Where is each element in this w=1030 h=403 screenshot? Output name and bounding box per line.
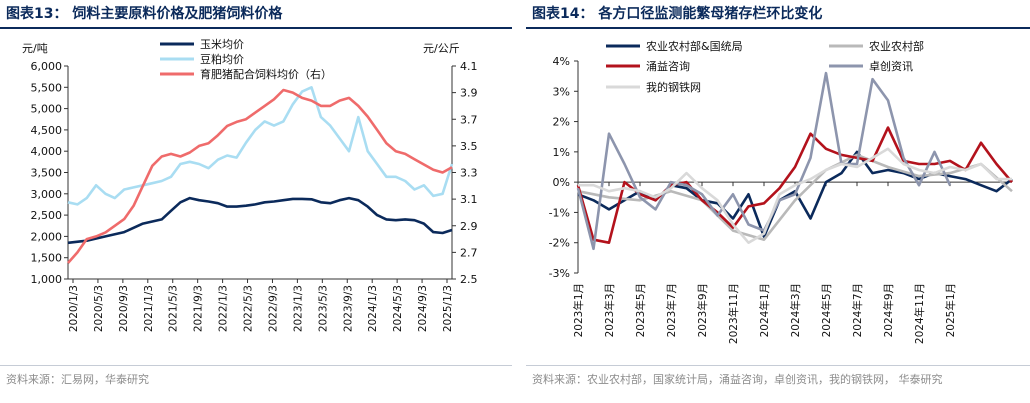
left-y-tick-label: 5,500: [31, 81, 63, 94]
left-bottom-rule: [0, 365, 512, 366]
left-title-rule: [0, 27, 512, 29]
series-line-feed: [67, 88, 453, 264]
right-y-tick-label: 2.9: [460, 220, 478, 233]
legend-label-feed: 育肥猪配合饲料均价（右）: [200, 67, 332, 81]
x-tick-label: 2022/9/3: [267, 285, 279, 332]
x-tick-label: 2023/5/3: [317, 285, 329, 332]
left-chart-svg: 元/吨 元/公斤 1,000 1,500 2,000 2,500 3,000 3,500 4,0…: [22, 38, 478, 332]
left-y-tick-label: 3,000: [31, 188, 63, 201]
right-title-rule: [526, 27, 1030, 29]
left-y-tick-label: 3,500: [31, 167, 63, 180]
x-tick-label: 2024/5/3: [392, 285, 404, 332]
x-tick-label: 2021/1/3: [143, 285, 155, 332]
x-tick-label: 2023年11月: [727, 283, 740, 344]
x-tick-label: 2023/9/3: [342, 285, 354, 332]
x-tick-label: 2024年9月: [882, 283, 895, 337]
right-chart-panel: 图表14： 各方口径监测能繁母猪存栏环比变化 -3% -2% -1% 0% 1% 2% 3%…: [526, 0, 1030, 403]
left-y-tick-label: 2,000: [31, 230, 63, 243]
y-tick-label: -1%: [549, 206, 570, 219]
left-y-tick-label: 4,500: [31, 124, 63, 137]
right-bottom-rule: [526, 365, 1030, 366]
left-chart-panel: 图表13： 饲料主要原料价格及肥猪饲料价格 元/吨 元/公斤 1,000 1,500 2…: [0, 0, 512, 403]
right-chart-source: 资料来源：农业农村部，国家统计局，涌益咨询，卓创资讯，我的钢铁网， 华泰研究: [532, 373, 943, 386]
legend-label-zhuochuang: 卓创资讯: [869, 60, 913, 73]
x-tick-label: 2025/1/3: [442, 285, 454, 332]
right-axis-unit: 元/公斤: [423, 42, 460, 55]
left-chart-source: 资料来源：汇易网，华泰研究: [6, 373, 149, 386]
left-axis-unit: 元/吨: [22, 42, 48, 55]
x-tick-label: 2024年7月: [851, 283, 864, 337]
x-tick-label: 2024年5月: [820, 283, 833, 337]
right-y-tick-label: 2.7: [460, 246, 478, 259]
x-tick-label: 2024/9/3: [417, 285, 429, 332]
y-tick-label: -2%: [549, 237, 570, 250]
x-tick-label: 2022/5/3: [243, 285, 255, 332]
x-tick-label: 2021/5/3: [168, 285, 180, 332]
left-y-tick-label: 6,000: [31, 60, 63, 73]
right-chart-svg: -3% -2% -1% 0% 1% 2% 3% 4% 2023年1月 2023年3月 2023年5月…: [549, 39, 1013, 344]
right-y-tick-label: 3.9: [460, 87, 478, 100]
right-y-tick-label: 4.1: [460, 60, 478, 73]
x-tick-label: 2020/1/3: [68, 285, 80, 332]
x-tick-label: 2023/1/3: [292, 285, 304, 332]
y-tick-label: 1%: [553, 146, 570, 159]
right-y-tick-label: 3.1: [460, 193, 478, 206]
x-tick-label: 2023年3月: [603, 283, 616, 337]
x-tick-label: 2024年3月: [789, 283, 802, 337]
x-tick-label: 2023年9月: [696, 283, 709, 337]
series-line-mysteel: [578, 147, 1012, 244]
series-line-zhuochuang: [576, 71, 952, 251]
legend-label-yongyi: 涌益咨询: [646, 59, 690, 73]
right-y-tick-label: 3.3: [460, 167, 478, 180]
series-line-soymeal: [67, 86, 454, 206]
series-line-corn: [67, 196, 453, 245]
right-y-tick-label: 3.7: [460, 113, 478, 126]
y-tick-label: 0%: [553, 176, 570, 189]
x-tick-label: 2020/9/3: [118, 285, 130, 332]
x-tick-label: 2021/9/3: [193, 285, 205, 332]
x-tick-label: 2024/1/3: [367, 285, 379, 332]
left-y-tick-label: 2,500: [31, 209, 63, 222]
x-tick-label: 2023年1月: [572, 283, 585, 337]
legend-label-moa_nbs: 农业农村部&国统局: [646, 39, 743, 53]
x-tick-label: 2023年7月: [665, 283, 678, 337]
legend-label-soymeal: 豆粕均价: [200, 52, 244, 66]
left-y-tick-label: 1,500: [31, 252, 63, 265]
x-tick-label: 2024年11月: [913, 283, 926, 344]
y-tick-label: 4%: [553, 55, 570, 68]
left-y-tick-label: 1,000: [31, 273, 63, 286]
x-tick-label: 2025年1月: [944, 283, 957, 337]
legend-label-moa: 农业农村部: [869, 39, 924, 53]
left-y-tick-label: 5,000: [31, 103, 63, 116]
right-y-tick-label: 3.5: [460, 140, 478, 153]
right-y-tick-label: 2.5: [460, 273, 478, 286]
legend-label-mysteel: 我的钢铁网: [646, 80, 701, 94]
x-tick-label: 2024年1月: [758, 283, 771, 337]
left-y-tick-label: 4,000: [31, 145, 63, 158]
x-tick-label: 2023年5月: [634, 283, 647, 337]
left-chart-title: 图表13： 饲料主要原料价格及肥猪饲料价格: [6, 6, 283, 22]
y-tick-label: -3%: [549, 267, 570, 280]
legend-label-corn: 玉米均价: [200, 38, 244, 51]
right-chart-title: 图表14： 各方口径监测能繁母猪存栏环比变化: [532, 6, 823, 22]
y-tick-label: 2%: [553, 116, 570, 129]
x-tick-label: 2020/5/3: [93, 285, 105, 332]
y-tick-label: 3%: [553, 85, 570, 98]
x-tick-label: 2022/1/3: [218, 285, 230, 332]
